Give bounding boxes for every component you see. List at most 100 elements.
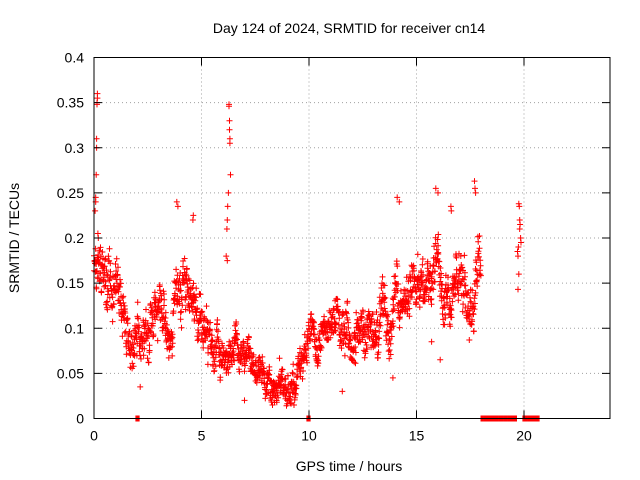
data-point — [136, 324, 143, 331]
data-point — [473, 267, 480, 274]
grid — [94, 57, 610, 419]
data-point — [143, 306, 149, 313]
data-point — [390, 301, 397, 308]
data-point — [119, 294, 126, 301]
data-point — [402, 293, 409, 300]
data-point — [457, 253, 464, 259]
data-point — [290, 361, 297, 368]
data-point — [147, 328, 154, 335]
data-point — [337, 332, 344, 338]
data-point — [158, 306, 165, 313]
data-point — [376, 328, 383, 335]
data-point — [150, 332, 157, 339]
data-point — [129, 341, 136, 348]
y-tick-label: 0 — [76, 411, 84, 427]
data-points — [91, 90, 543, 422]
data-point — [431, 268, 438, 275]
y-tick-label: 0.35 — [57, 95, 84, 111]
data-point — [284, 386, 291, 393]
data-point — [428, 338, 435, 345]
data-point — [215, 336, 222, 343]
data-point — [334, 296, 341, 303]
data-point — [420, 271, 426, 278]
data-point — [230, 351, 237, 358]
data-point — [117, 276, 123, 283]
data-point — [274, 392, 281, 399]
x-tick-label: 10 — [301, 428, 317, 444]
data-point — [437, 356, 444, 363]
data-point — [465, 289, 472, 296]
data-point — [387, 351, 394, 358]
data-point — [459, 264, 466, 271]
data-point — [473, 278, 479, 284]
data-point — [130, 363, 137, 370]
y-tick-label: 0.15 — [57, 275, 84, 291]
data-point — [165, 328, 172, 335]
data-point — [144, 320, 151, 327]
data-point — [359, 336, 366, 343]
data-point — [472, 189, 479, 196]
data-point — [158, 296, 165, 302]
data-point — [406, 305, 413, 312]
data-point — [431, 278, 438, 285]
data-point — [152, 294, 159, 301]
data-point — [178, 294, 185, 301]
data-point — [515, 253, 521, 260]
data-point — [273, 399, 280, 406]
data-point — [115, 264, 121, 271]
data-point — [103, 299, 110, 306]
data-point — [462, 282, 469, 289]
data-point — [110, 301, 117, 308]
data-point — [331, 327, 338, 334]
data-point — [406, 313, 413, 320]
data-point — [452, 291, 459, 298]
data-point — [345, 319, 352, 326]
data-point — [515, 271, 522, 278]
data-point — [186, 277, 193, 284]
data-point — [289, 369, 296, 376]
data-point — [269, 402, 276, 408]
data-point — [298, 360, 305, 367]
data-point — [345, 324, 352, 331]
data-point — [338, 336, 345, 343]
data-point — [113, 268, 120, 274]
data-point — [314, 362, 321, 369]
data-point — [427, 296, 434, 303]
data-point — [475, 248, 482, 255]
data-point — [288, 400, 294, 407]
data-point — [224, 203, 231, 210]
data-point — [116, 297, 123, 304]
data-point — [101, 283, 108, 290]
data-point — [101, 263, 108, 270]
data-point — [220, 345, 227, 351]
data-point — [351, 329, 358, 336]
data-point — [419, 256, 426, 262]
data-point — [367, 321, 374, 328]
data-point — [353, 309, 360, 316]
data-point — [476, 233, 483, 239]
data-point — [390, 323, 397, 330]
data-point — [183, 265, 190, 272]
data-point — [460, 276, 467, 283]
data-point — [358, 314, 365, 321]
data-point — [382, 294, 389, 301]
data-point — [424, 258, 431, 265]
data-point — [391, 293, 398, 300]
data-point — [162, 315, 169, 321]
data-point — [315, 360, 322, 367]
data-point — [141, 345, 148, 352]
data-point — [459, 308, 466, 315]
data-point — [477, 272, 484, 279]
data-point — [204, 361, 211, 368]
data-point — [114, 272, 121, 279]
data-point — [473, 259, 480, 266]
data-point — [177, 309, 184, 316]
data-point — [232, 335, 239, 342]
data-point — [195, 329, 202, 336]
data-point — [107, 260, 114, 267]
data-point — [421, 298, 428, 305]
x-tick-labels: 0 5 10 15 20 — [90, 428, 532, 444]
data-point — [516, 226, 523, 232]
data-point — [140, 352, 147, 359]
data-point — [428, 296, 435, 302]
